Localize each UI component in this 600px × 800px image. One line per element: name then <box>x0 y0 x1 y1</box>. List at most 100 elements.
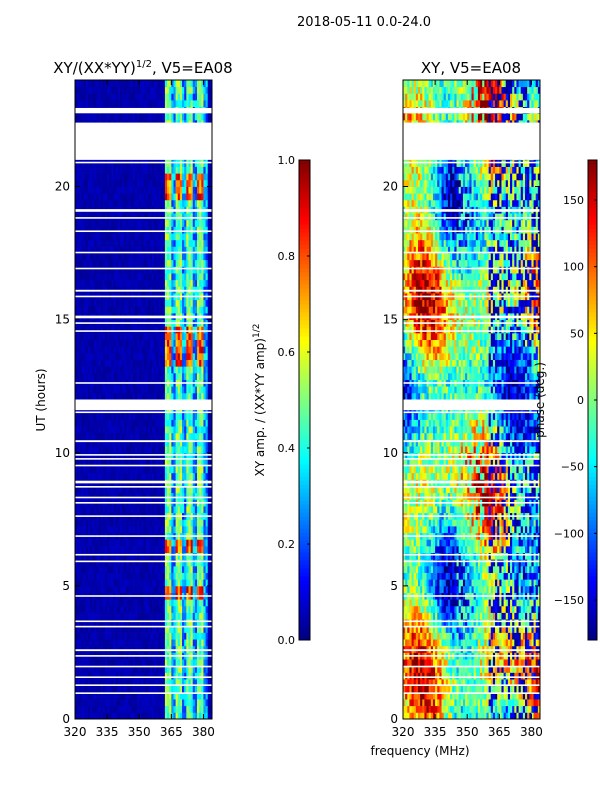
heatmap-cell <box>119 559 123 567</box>
heatmap-cell <box>104 446 108 454</box>
heatmap-cell <box>126 439 129 447</box>
heatmap-cell <box>75 446 78 454</box>
heatmap-cell <box>126 619 129 627</box>
heatmap-cell <box>188 705 191 713</box>
heatmap-cell <box>87 432 91 440</box>
heatmap-cell <box>109 506 112 514</box>
heatmap-cell <box>83 346 87 354</box>
heatmap-cell <box>184 372 187 380</box>
heatmap-cell <box>158 599 162 607</box>
heatmap-cell <box>83 665 87 673</box>
heatmap-cell <box>102 659 106 667</box>
heatmap-cell <box>188 639 191 647</box>
heatmap-cell <box>81 692 84 700</box>
heatmap-cell <box>171 665 174 673</box>
heatmap-cell <box>137 419 140 427</box>
heatmap-cell <box>184 585 187 593</box>
heatmap-cell <box>209 552 213 560</box>
heatmap-cell <box>79 492 82 500</box>
heatmap-cell <box>139 439 142 447</box>
heatmap-cell <box>81 486 84 494</box>
heatmap-cell <box>160 572 164 580</box>
heatmap-cell <box>173 539 177 547</box>
heatmap-cell <box>124 679 127 687</box>
heatmap-cell <box>203 539 206 547</box>
heatmap-cell <box>117 632 121 640</box>
heatmap-cell <box>184 359 187 367</box>
heatmap-cell <box>109 299 112 307</box>
heatmap-cell <box>182 545 185 553</box>
heatmap-cell <box>160 392 164 400</box>
heatmap-cell <box>201 545 204 553</box>
heatmap-cell <box>164 392 168 400</box>
heatmap-cell <box>107 672 110 680</box>
heatmap-cell <box>177 472 181 480</box>
heatmap-cell <box>75 352 78 360</box>
heatmap-cell <box>147 552 151 560</box>
heatmap-cell <box>190 599 194 607</box>
heatmap-cell <box>100 639 104 647</box>
heatmap-cell <box>115 472 119 480</box>
heatmap-cell <box>141 432 144 440</box>
heatmap-cell <box>201 619 204 627</box>
heatmap-cell <box>167 625 170 633</box>
heatmap-cell <box>137 705 140 713</box>
heatmap-cell <box>160 306 164 314</box>
heatmap-cell <box>162 466 166 474</box>
heatmap-cell <box>201 386 204 394</box>
heatmap-cell <box>199 492 202 500</box>
heatmap-cell <box>137 572 140 580</box>
heatmap-cell <box>111 619 114 627</box>
heatmap-cell <box>199 672 202 680</box>
heatmap-cell <box>199 605 202 613</box>
heatmap-cell <box>104 692 108 700</box>
heatmap-cell <box>117 506 121 514</box>
heatmap-cell <box>152 565 155 573</box>
heatmap-cell <box>134 545 138 553</box>
heatmap-cell <box>188 679 191 687</box>
heatmap-cell <box>113 439 117 447</box>
heatmap-cell <box>147 412 151 420</box>
heatmap-cell <box>130 679 134 687</box>
heatmap-cell <box>87 299 91 307</box>
heatmap-cell <box>134 692 138 700</box>
heatmap-cell <box>117 372 121 380</box>
heatmap-cell <box>87 632 91 640</box>
heatmap-cell <box>102 685 106 693</box>
heatmap-cell <box>92 346 95 354</box>
heatmap-cell <box>143 525 147 534</box>
heatmap-cell <box>87 306 91 314</box>
heatmap-cell <box>100 472 104 480</box>
heatmap-cell <box>85 699 89 707</box>
heatmap-cell <box>87 359 91 367</box>
heatmap-cell <box>190 419 194 427</box>
heatmap-cell <box>113 339 117 347</box>
heatmap-cell <box>145 632 149 640</box>
heatmap-cell <box>137 392 140 400</box>
heatmap-cell <box>147 452 151 460</box>
heatmap-cell <box>100 506 104 514</box>
heatmap-cell <box>203 306 206 314</box>
heatmap-cell <box>197 679 200 687</box>
heatmap-cell <box>209 426 213 434</box>
heatmap-cell <box>194 539 198 547</box>
heatmap-cell <box>126 426 129 434</box>
heatmap-cell <box>164 572 168 580</box>
heatmap-cell <box>179 326 183 334</box>
heatmap-cell <box>154 619 157 627</box>
heatmap-cell <box>122 392 125 400</box>
heatmap-cell <box>115 486 119 494</box>
heatmap-cell <box>132 426 136 434</box>
heatmap-cell <box>107 506 110 514</box>
heatmap-cell <box>192 426 196 434</box>
heatmap-cell <box>171 432 174 440</box>
heatmap-cell <box>145 432 149 440</box>
heatmap-cell <box>96 692 99 700</box>
heatmap-cell <box>199 486 202 494</box>
heatmap-cell <box>134 419 138 427</box>
heatmap-cell <box>117 299 121 307</box>
heatmap-cell <box>162 359 166 367</box>
heatmap-cell <box>134 679 138 687</box>
heatmap-cell <box>77 366 80 374</box>
heatmap-cell <box>149 705 153 713</box>
